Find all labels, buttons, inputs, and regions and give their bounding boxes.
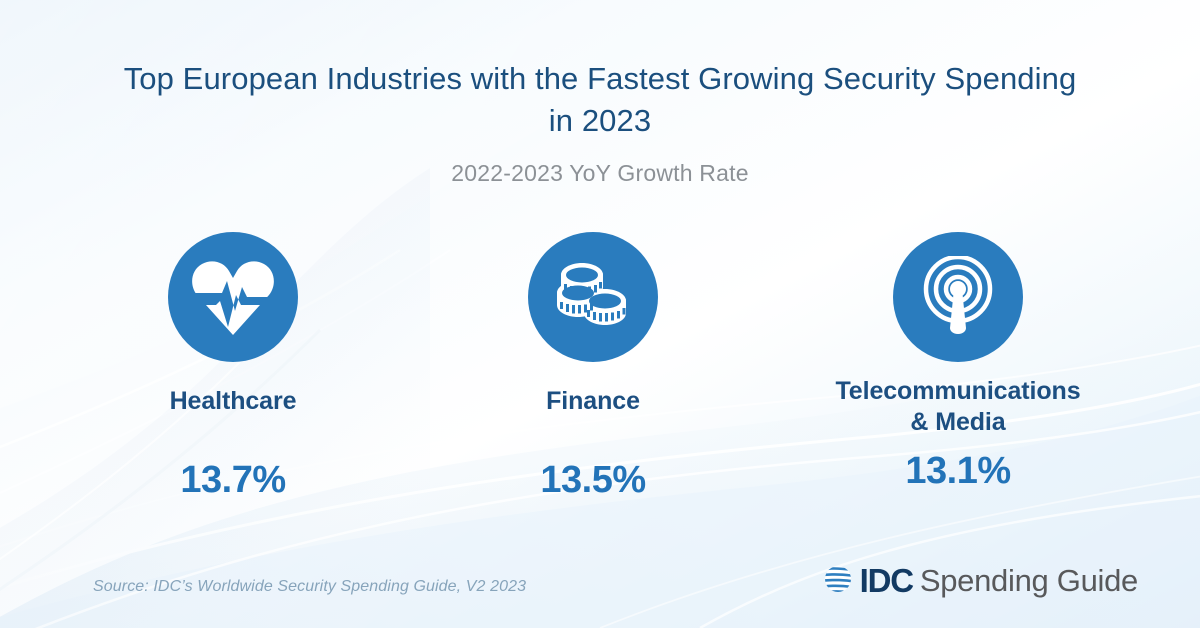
page-title-line-2: in 2023 bbox=[548, 103, 652, 138]
industry-label-finance: Finance bbox=[546, 387, 640, 415]
page-title: Top European Industries with the Fastest… bbox=[0, 58, 1200, 142]
industry-card-list: Healthcare 13.7% bbox=[0, 232, 1200, 532]
icon-circle-healthcare bbox=[168, 232, 298, 362]
heartbeat-icon bbox=[190, 257, 276, 337]
icon-circle-finance bbox=[528, 232, 658, 362]
industry-label-telecom-line-1: Telecommunications bbox=[835, 377, 1081, 405]
industry-label-telecom-line-2: & Media bbox=[910, 408, 1006, 436]
industry-card-finance: Finance 13.5% bbox=[423, 232, 763, 502]
source-note: Source: IDC’s Worldwide Security Spendin… bbox=[93, 578, 527, 595]
industry-label-telecom: Telecommunications & Media bbox=[788, 376, 1128, 438]
page-title-line-1: Top European Industries with the Fastest… bbox=[123, 61, 1077, 96]
logo-idc-text: IDC bbox=[859, 562, 914, 599]
industry-card-healthcare: Healthcare 13.7% bbox=[63, 232, 403, 502]
industry-card-telecom: Telecommunications & Media 13.1% bbox=[788, 232, 1128, 493]
industry-value-finance: 13.5% bbox=[540, 459, 646, 501]
icon-circle-telecom bbox=[893, 232, 1023, 362]
idc-spending-guide-logo: IDC Spending Guide bbox=[823, 562, 1138, 600]
antenna-signal-icon bbox=[919, 256, 997, 338]
industry-label-healthcare: Healthcare bbox=[169, 387, 297, 415]
logo-product-text: Spending Guide bbox=[919, 563, 1138, 598]
idc-globe-icon bbox=[823, 564, 853, 599]
coins-icon bbox=[553, 259, 633, 335]
page-subtitle: 2022-2023 YoY Growth Rate bbox=[451, 160, 749, 186]
industry-value-telecom: 13.1% bbox=[905, 450, 1011, 492]
industry-value-healthcare: 13.7% bbox=[180, 459, 286, 501]
